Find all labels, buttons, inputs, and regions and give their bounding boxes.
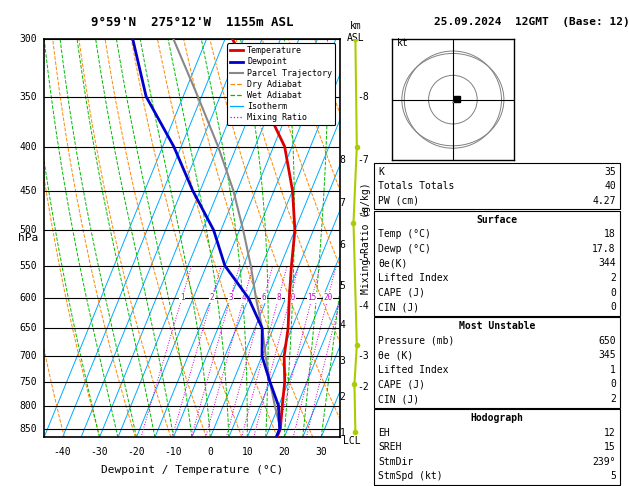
Text: -3: -3 [357,351,369,361]
Text: 10: 10 [242,447,253,457]
Text: CIN (J): CIN (J) [378,302,419,312]
Text: 0: 0 [610,380,616,389]
Text: 35: 35 [604,167,616,176]
Text: θe(K): θe(K) [378,259,408,268]
Text: ASL: ASL [347,33,364,43]
Text: SREH: SREH [378,442,401,452]
Text: 2: 2 [209,293,214,302]
Text: 8: 8 [276,293,281,302]
Text: 4: 4 [340,320,345,330]
Text: 3: 3 [228,293,233,302]
Text: Mixing Ratio (g/kg): Mixing Ratio (g/kg) [362,182,371,294]
Text: 6: 6 [340,240,345,250]
Text: 239°: 239° [593,457,616,467]
Text: -7: -7 [357,156,369,165]
Text: Totals Totals: Totals Totals [378,181,454,191]
Text: 30: 30 [315,447,327,457]
Text: kt: kt [397,38,409,48]
Legend: Temperature, Dewpoint, Parcel Trajectory, Dry Adiabat, Wet Adiabat, Isotherm, Mi: Temperature, Dewpoint, Parcel Trajectory… [227,43,335,125]
Text: 20: 20 [279,447,290,457]
Text: 2: 2 [610,394,616,404]
Text: Lifted Index: Lifted Index [378,365,448,375]
Text: 344: 344 [598,259,616,268]
Text: 2: 2 [340,392,345,401]
Text: 0: 0 [610,288,616,297]
Text: 400: 400 [19,141,36,152]
Text: Temp (°C): Temp (°C) [378,229,431,239]
Text: hPa: hPa [18,233,38,243]
Text: 0: 0 [208,447,213,457]
Text: 5: 5 [610,471,616,481]
Text: 3: 3 [340,356,345,366]
Text: LCL: LCL [343,436,360,446]
Text: CIN (J): CIN (J) [378,394,419,404]
Text: 750: 750 [19,377,36,387]
Text: 1: 1 [610,365,616,375]
Text: Dewp (°C): Dewp (°C) [378,244,431,254]
Text: 0: 0 [610,302,616,312]
Text: -30: -30 [91,447,108,457]
Text: 850: 850 [19,424,36,434]
Text: -40: -40 [53,447,71,457]
Text: -6: -6 [357,208,369,218]
Text: EH: EH [378,428,390,437]
Text: 6: 6 [262,293,267,302]
Text: 800: 800 [19,401,36,411]
Text: 25.09.2024  12GMT  (Base: 12): 25.09.2024 12GMT (Base: 12) [433,17,629,27]
Text: 4.27: 4.27 [593,196,616,206]
Text: -8: -8 [357,91,369,102]
Text: CAPE (J): CAPE (J) [378,288,425,297]
Text: 700: 700 [19,351,36,361]
Text: 600: 600 [19,294,36,303]
Text: 40: 40 [604,181,616,191]
Text: CAPE (J): CAPE (J) [378,380,425,389]
Text: 20: 20 [323,293,333,302]
Text: 10: 10 [286,293,295,302]
Text: 17.8: 17.8 [593,244,616,254]
Text: 12: 12 [604,428,616,437]
Text: θe (K): θe (K) [378,350,413,360]
Text: 2: 2 [610,273,616,283]
Text: Most Unstable: Most Unstable [459,321,535,331]
Text: 300: 300 [19,34,36,44]
Text: 5: 5 [340,280,345,291]
Text: 15: 15 [308,293,317,302]
Text: StmSpd (kt): StmSpd (kt) [378,471,443,481]
Text: Dewpoint / Temperature (°C): Dewpoint / Temperature (°C) [101,465,283,475]
Text: 450: 450 [19,186,36,196]
Text: 9°59'N  275°12'W  1155m ASL: 9°59'N 275°12'W 1155m ASL [91,16,293,29]
Text: PW (cm): PW (cm) [378,196,419,206]
Text: km: km [350,21,361,31]
Text: Surface: Surface [476,215,518,225]
Text: 1: 1 [180,293,184,302]
Text: -10: -10 [165,447,182,457]
Text: K: K [378,167,384,176]
Text: 550: 550 [19,261,36,271]
Text: -5: -5 [357,254,369,264]
Text: 4: 4 [242,293,247,302]
Text: Lifted Index: Lifted Index [378,273,448,283]
Text: 18: 18 [604,229,616,239]
Text: -20: -20 [128,447,145,457]
Text: 1: 1 [340,428,345,438]
Text: © weatheronline.co.uk: © weatheronline.co.uk [377,473,501,484]
Text: 650: 650 [19,323,36,333]
Text: 7: 7 [340,198,345,208]
Text: Pressure (mb): Pressure (mb) [378,336,454,346]
Text: Hodograph: Hodograph [470,413,523,423]
Text: -2: -2 [357,382,369,392]
Text: 650: 650 [598,336,616,346]
Text: -4: -4 [357,301,369,312]
Text: 500: 500 [19,225,36,235]
Text: StmDir: StmDir [378,457,413,467]
Text: 8: 8 [340,156,345,165]
Text: 350: 350 [19,91,36,102]
Text: 15: 15 [604,442,616,452]
Text: 345: 345 [598,350,616,360]
